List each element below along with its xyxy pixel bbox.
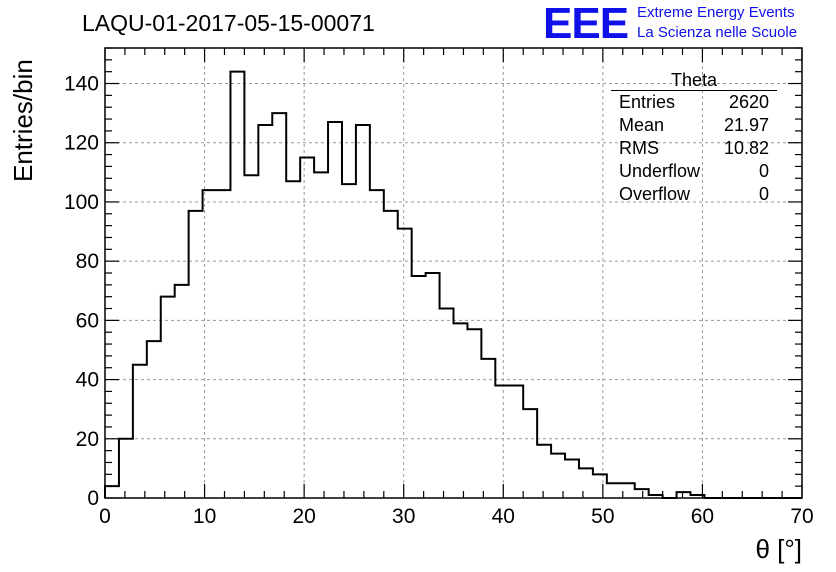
y-tick-label: 80 [76,250,99,273]
stats-label: Mean [619,115,665,135]
page-title: LAQU-01-2017-05-15-00071 [82,10,375,36]
x-tick-label: 70 [790,505,813,528]
stats-value: 2620 [728,92,769,112]
logo-line-2: La Scienza nelle Scuole [637,24,798,41]
stats-label: Entries [619,92,676,112]
stats-row-overflow: Overflow 0 [611,183,777,206]
stats-row-mean: Mean 21.97 [611,114,777,137]
eee-logo: EEE [543,0,629,48]
x-tick-label: 50 [591,505,614,528]
y-axis-label: Entries/bin [8,59,38,182]
stats-label: Underflow [619,161,701,181]
stats-box: Theta Entries 2620 Mean 21.97 RMS 10.82 … [611,70,777,206]
y-tick-label: 120 [64,132,99,155]
y-tick-label: 140 [64,73,99,96]
stats-value: 10.82 [723,138,769,158]
x-tick-label: 30 [392,505,415,528]
x-tick-label: 40 [492,505,515,528]
y-tick-label: 0 [87,487,99,510]
y-tick-label: 100 [64,191,99,214]
stats-title: Theta [611,70,777,91]
y-tick-label: 60 [76,309,99,332]
stats-value: 0 [758,184,769,204]
stats-label: Overflow [619,184,691,204]
x-tick-label: 10 [193,505,216,528]
x-tick-label: 60 [691,505,714,528]
x-axis-label: θ [°] [755,534,802,564]
logo-line-1: Extreme Energy Events [637,4,795,21]
stats-row-entries: Entries 2620 [611,91,777,114]
y-tick-label: 20 [76,428,99,451]
x-tick-label: 0 [99,505,111,528]
stats-row-rms: RMS 10.82 [611,137,777,160]
stats-value: 21.97 [723,115,769,135]
stats-value: 0 [758,161,769,181]
y-tick-label: 40 [76,369,99,392]
x-tick-label: 20 [292,505,315,528]
stats-label: RMS [619,138,659,158]
stats-row-underflow: Underflow 0 [611,160,777,183]
histogram-series [104,70,802,499]
